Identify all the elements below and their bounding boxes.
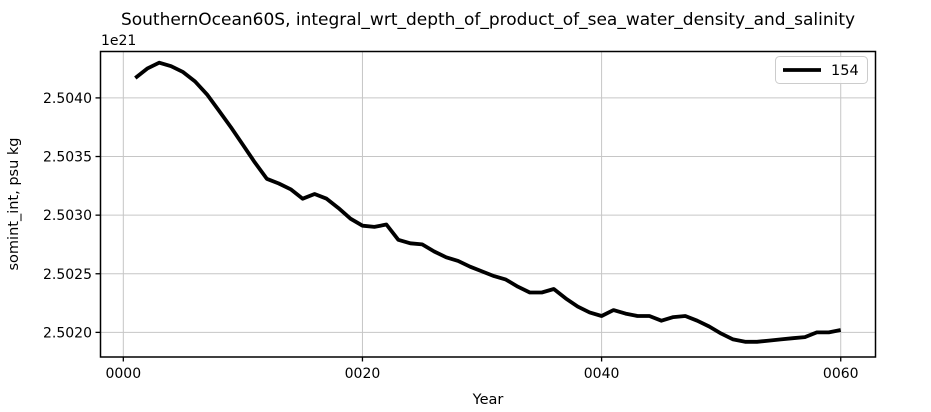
series-layer <box>134 60 842 344</box>
x-tick-label: 0060 <box>823 366 859 382</box>
x-tick-label: 0040 <box>584 366 620 382</box>
y-tick-label: 2.5025 <box>43 267 92 283</box>
y-tick-label: 2.5040 <box>43 91 92 107</box>
grid-layer <box>100 51 876 357</box>
legend-box <box>775 56 868 84</box>
x-tick-label: 0000 <box>105 366 141 382</box>
plot-border <box>99 50 877 358</box>
y-axis-label: somint_int, psu kg <box>6 138 22 271</box>
y-offset-label: 1e21 <box>101 33 136 49</box>
y-tick-label: 2.5030 <box>43 208 92 224</box>
tick-layer: 0000 0020 0040 0060 2.5020 2.5025 2.5030 2.5035… <box>43 91 859 382</box>
x-tick-label: 0020 <box>345 366 381 382</box>
y-tick-label: 2.5035 <box>43 150 92 166</box>
series-line-154 <box>134 60 842 344</box>
x-axis-label: Year <box>472 392 504 408</box>
y-tick-label: 2.5020 <box>43 325 92 341</box>
legend-entry-label: 154 <box>831 63 859 79</box>
chart-title: SouthernOcean60S, integral_wrt_depth_of_… <box>121 10 855 30</box>
legend: 154 <box>775 56 868 84</box>
